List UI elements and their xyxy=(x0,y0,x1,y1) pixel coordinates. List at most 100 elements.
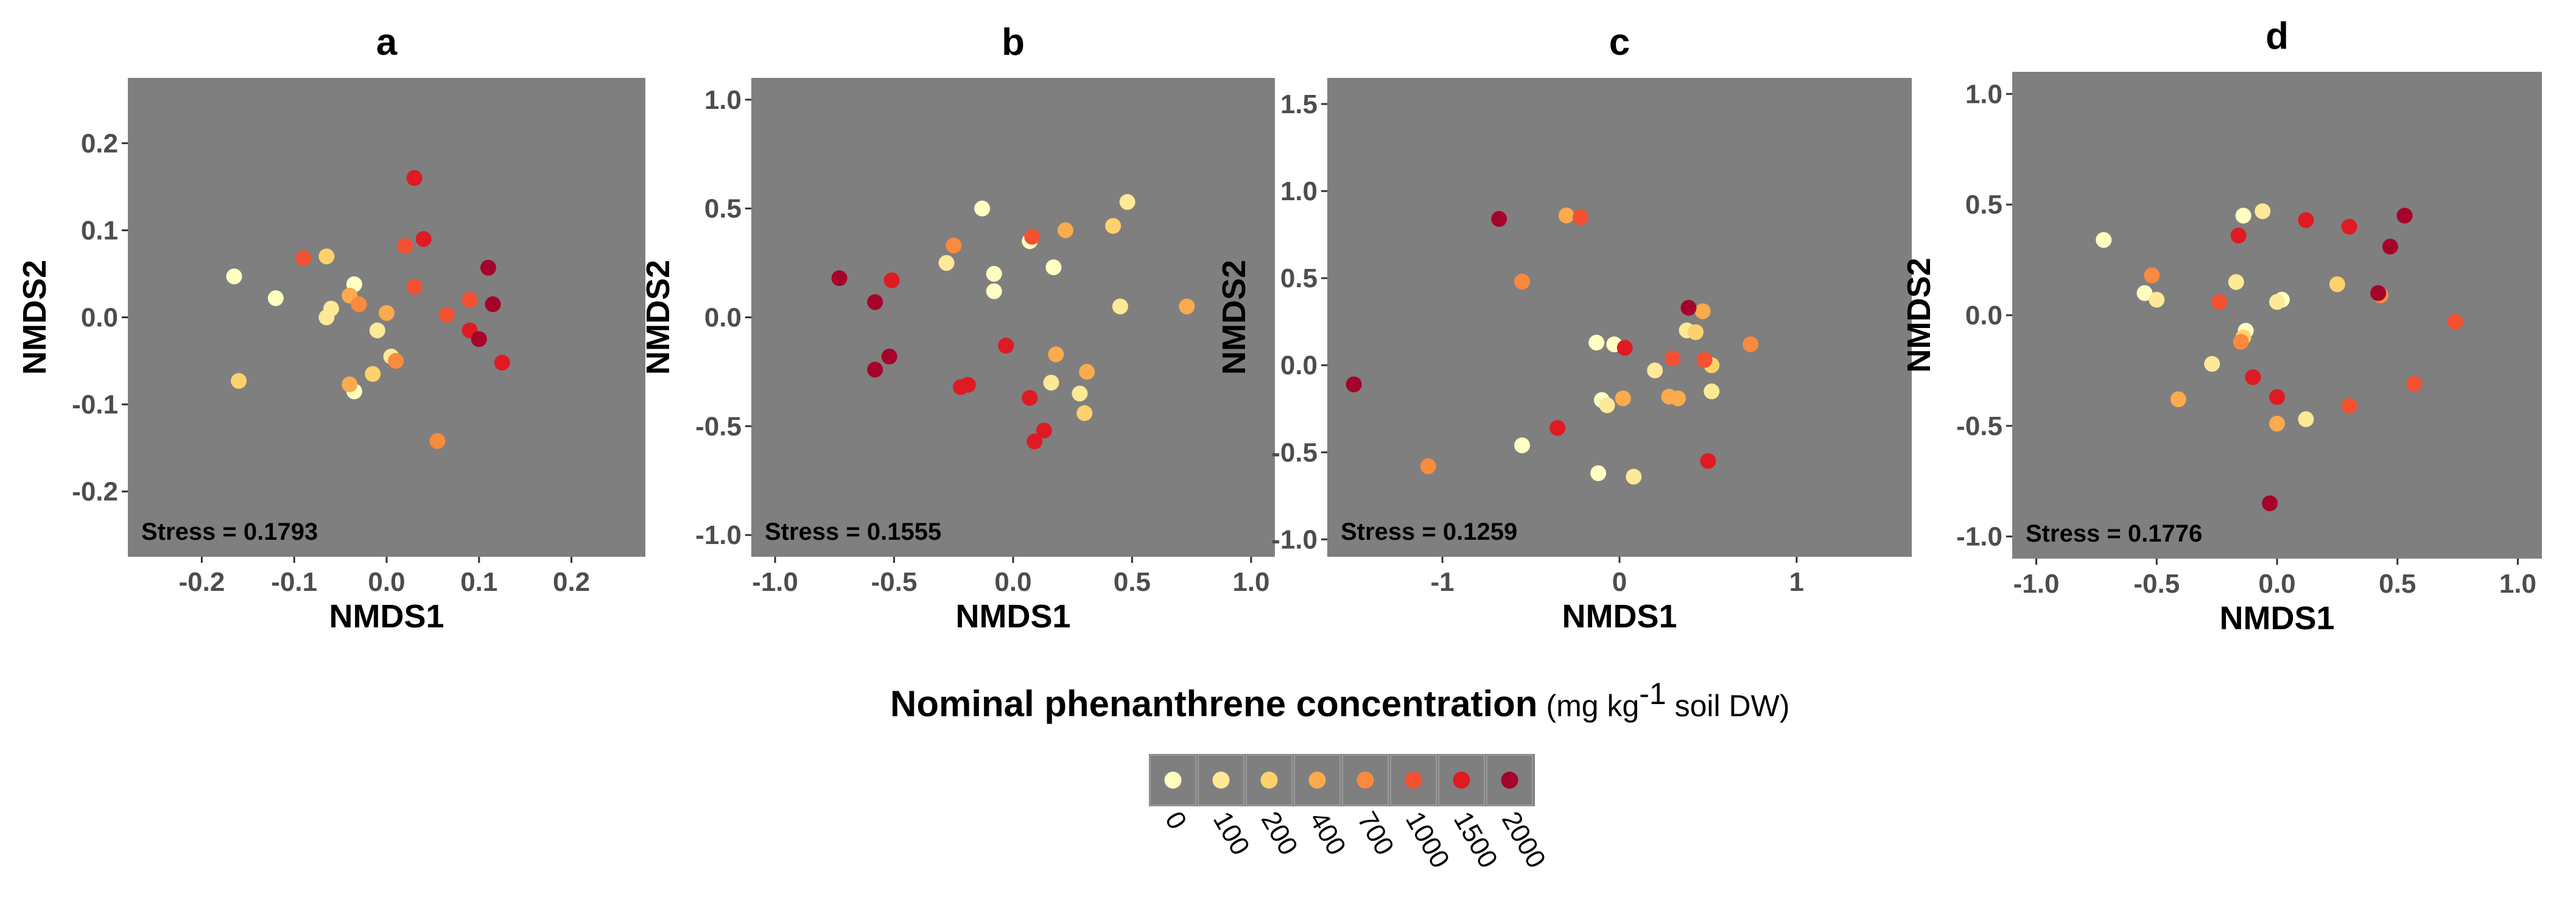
data-point xyxy=(267,290,284,307)
data-point xyxy=(1665,350,1681,366)
y-tick-label: 0.2 xyxy=(81,128,118,158)
panel-title: a xyxy=(376,21,398,63)
stress-annotation: Stress = 0.1776 xyxy=(2026,520,2202,547)
y-tick-label: -1.0 xyxy=(1956,522,2002,552)
data-point xyxy=(1670,390,1686,406)
panel-title: c xyxy=(1609,21,1630,63)
data-point xyxy=(1549,420,1566,436)
data-point xyxy=(1626,469,1642,485)
y-axis-label: NMDS2 xyxy=(16,260,53,375)
data-point xyxy=(1688,324,1704,340)
legend-key-label: 100 xyxy=(1207,807,1255,860)
x-axis-label: NMDS1 xyxy=(1562,598,1677,635)
data-point xyxy=(1072,385,1088,402)
data-point xyxy=(2447,313,2463,330)
x-tick-label: 0.1 xyxy=(460,567,497,597)
data-point xyxy=(1119,194,1135,210)
data-point xyxy=(2341,398,2357,414)
data-point xyxy=(379,305,395,321)
data-point xyxy=(2211,294,2228,310)
panels: a -0.2 -0.1 0.0 0.1 0.2 -0.2 -0.1 0.0 0.1 0.2 NMDS1… xyxy=(16,15,2542,637)
x-tick-label: 0 xyxy=(1612,567,1627,597)
y-tick-label: 0.0 xyxy=(704,303,742,333)
data-point xyxy=(1112,298,1128,315)
stress-annotation: Stress = 0.1555 xyxy=(765,518,941,545)
legend-key-swatch xyxy=(1308,772,1326,789)
data-point xyxy=(351,296,367,313)
legend-key-swatch xyxy=(1212,772,1230,789)
data-point xyxy=(1079,363,1095,380)
data-point xyxy=(438,307,455,323)
data-point xyxy=(986,283,1002,299)
data-point xyxy=(2149,291,2165,308)
data-point xyxy=(231,372,247,389)
data-point xyxy=(1036,422,1052,439)
data-point xyxy=(1027,433,1043,450)
x-tick-label: 1 xyxy=(1789,567,1804,597)
data-point xyxy=(1680,299,1697,316)
legend-key-swatch xyxy=(1164,772,1182,789)
panel-c: c -1 0 1 -1.0 -0.5 0.0 0.5 1.0 1.5 NMDS1 NMDS2 Stres… xyxy=(1216,21,1912,635)
data-point xyxy=(2230,228,2247,244)
legend-units-sup: -1 xyxy=(1639,677,1666,711)
stress-annotation: Stress = 0.1793 xyxy=(141,518,318,545)
data-point xyxy=(960,377,976,393)
data-point xyxy=(2269,389,2285,405)
data-point xyxy=(1514,437,1530,453)
data-point xyxy=(2406,375,2423,392)
legend-units-suffix: soil DW) xyxy=(1666,689,1790,723)
data-point xyxy=(2396,208,2413,224)
x-tick-label: -0.1 xyxy=(271,567,317,597)
data-point xyxy=(2235,208,2251,224)
data-point xyxy=(429,433,446,449)
data-point xyxy=(2233,333,2249,350)
panel-d: d -1.0 -0.5 0.0 0.5 1.0 -1.0 -0.5 0.0 0.5 1.0 NMDS1… xyxy=(1901,15,2542,637)
data-point xyxy=(1346,376,1362,392)
data-point xyxy=(1420,458,1436,475)
legend-key-label: 1500 xyxy=(1448,807,1503,873)
data-point xyxy=(295,250,312,267)
data-point xyxy=(883,272,900,288)
legend-key-swatch xyxy=(1260,772,1278,789)
y-tick-label: 0.5 xyxy=(1965,190,2002,220)
x-tick-label: -1.0 xyxy=(2013,569,2060,599)
y-tick-label: 0.0 xyxy=(1280,351,1318,380)
data-point xyxy=(881,348,897,365)
y-tick-label: 0.0 xyxy=(81,303,118,333)
data-point xyxy=(397,238,413,254)
data-point xyxy=(318,309,335,326)
x-tick-label: -0.2 xyxy=(179,567,225,597)
data-point xyxy=(2228,274,2244,290)
data-point xyxy=(1022,389,1038,406)
data-point xyxy=(1647,362,1663,378)
y-tick-label: 1.0 xyxy=(704,85,742,115)
data-point xyxy=(369,322,385,338)
panel-a: a -0.2 -0.1 0.0 0.1 0.2 -0.2 -0.1 0.0 0.1 0.2 NMDS1… xyxy=(16,21,645,635)
data-point xyxy=(485,296,501,313)
data-point xyxy=(1700,453,1716,469)
legend-key-label: 2000 xyxy=(1496,807,1551,873)
x-tick-label: 1.0 xyxy=(2499,569,2536,599)
y-tick-label: 0.5 xyxy=(1280,263,1318,293)
data-point xyxy=(974,200,991,217)
data-point xyxy=(1704,383,1720,400)
x-tick-label: 0.0 xyxy=(368,567,405,597)
x-tick-label: -1.0 xyxy=(752,567,798,597)
legend-key-label: 400 xyxy=(1304,807,1352,860)
data-point xyxy=(2136,285,2153,301)
plot-background xyxy=(2012,72,2542,559)
data-point xyxy=(867,361,883,378)
plot-background xyxy=(751,78,1275,557)
y-axis-label: NMDS2 xyxy=(1216,260,1252,375)
data-point xyxy=(415,231,432,247)
data-point xyxy=(1491,211,1507,227)
y-tick-label: -0.5 xyxy=(695,411,742,441)
x-tick-label: 0.2 xyxy=(553,567,590,597)
plot-background xyxy=(1327,78,1912,557)
data-point xyxy=(471,331,487,347)
data-point xyxy=(2298,411,2314,427)
data-point xyxy=(2096,232,2112,248)
data-point xyxy=(1045,259,1062,276)
data-point xyxy=(1696,352,1713,368)
data-point xyxy=(1058,222,1073,239)
